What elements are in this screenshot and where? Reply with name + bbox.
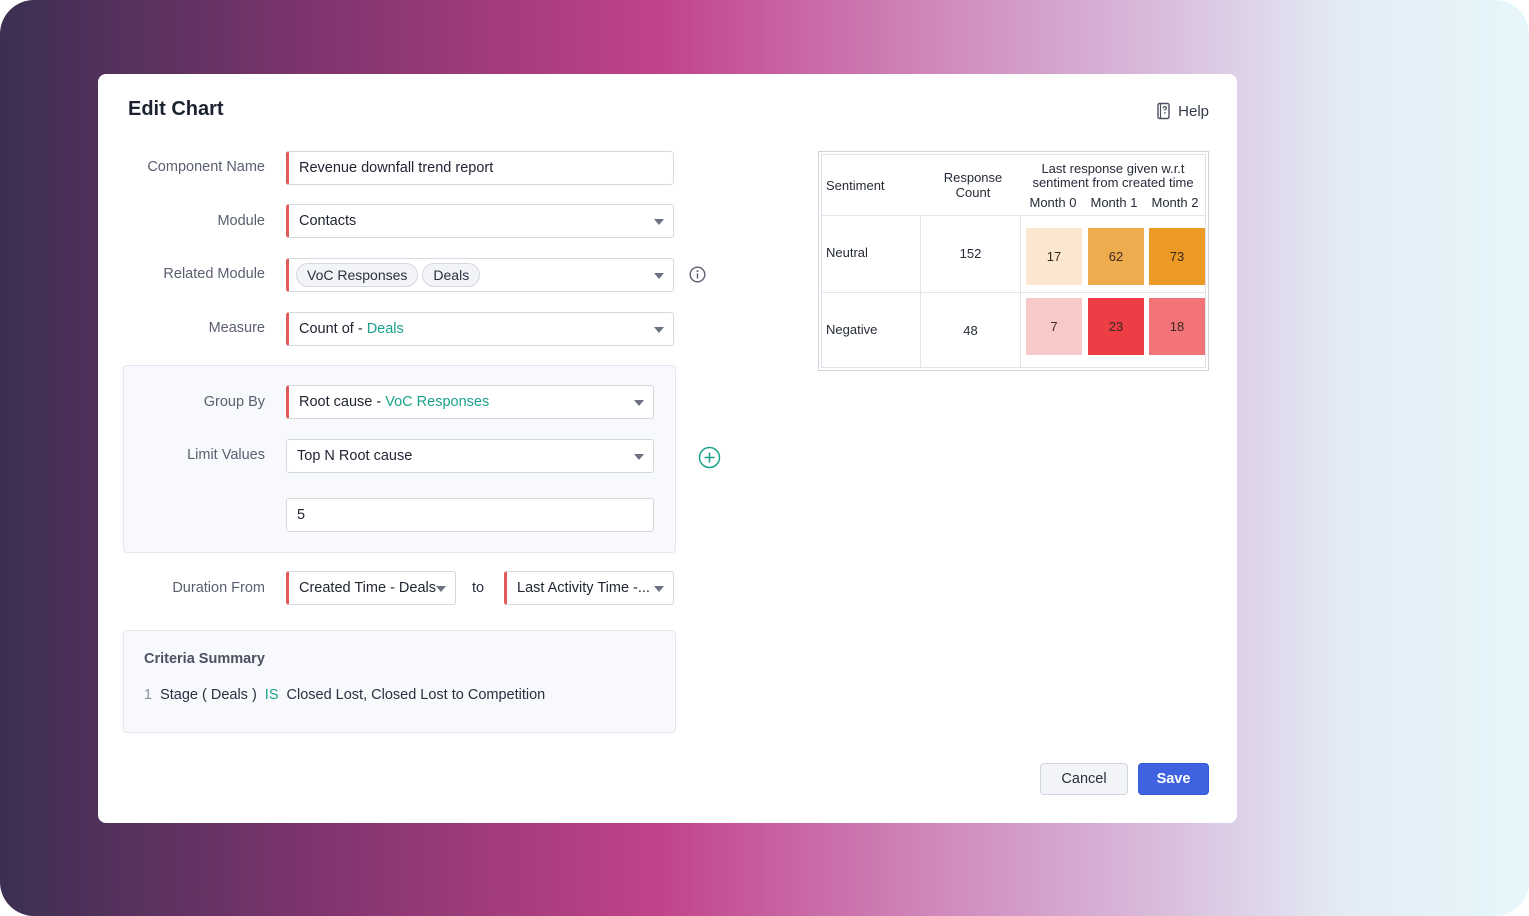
heatmap-cell: 73 bbox=[1149, 228, 1205, 285]
criteria-row: 1 Stage ( Deals ) IS Closed Lost, Closed… bbox=[144, 687, 545, 703]
component-name-input[interactable]: Revenue downfall trend report bbox=[286, 151, 674, 185]
component-name-label: Component Name bbox=[147, 159, 265, 175]
row-count: 48 bbox=[963, 323, 978, 338]
row-label: Negative bbox=[826, 322, 878, 337]
chevron-down-icon bbox=[436, 586, 446, 592]
related-module-chip[interactable]: VoC Responses bbox=[296, 263, 419, 287]
dialog-title: Edit Chart bbox=[128, 98, 224, 120]
measure-prefix: Count of - bbox=[299, 321, 367, 337]
cancel-button[interactable]: Cancel bbox=[1040, 763, 1128, 795]
row-label: Neutral bbox=[826, 245, 868, 260]
limit-values-select[interactable]: Top N Root cause bbox=[286, 439, 654, 473]
chevron-down-icon bbox=[654, 273, 664, 279]
group-by-value: VoC Responses bbox=[385, 394, 490, 410]
related-module-chip[interactable]: Deals bbox=[422, 263, 481, 287]
heatmap-cell: 18 bbox=[1149, 298, 1205, 355]
chevron-down-icon bbox=[654, 586, 664, 592]
info-icon[interactable] bbox=[689, 266, 706, 283]
chevron-down-icon bbox=[654, 327, 664, 333]
duration-to-value: Last Activity Time -... bbox=[517, 580, 650, 596]
duration-to-label: to bbox=[472, 580, 485, 596]
header-count-line2: Count bbox=[955, 185, 991, 200]
chart-preview: Sentiment Response Count Last response g… bbox=[818, 151, 1209, 371]
row-count: 152 bbox=[959, 246, 982, 261]
criteria-row-number: 1 bbox=[144, 687, 153, 703]
preview-table: Sentiment Response Count Last response g… bbox=[821, 154, 1206, 368]
header-divider bbox=[822, 215, 1205, 216]
group-by-label: Group By bbox=[203, 394, 265, 410]
duration-from-label: Duration From bbox=[172, 580, 265, 596]
chevron-down-icon bbox=[634, 454, 644, 460]
component-name-value: Revenue downfall trend report bbox=[299, 160, 494, 176]
header-count-line1: Response bbox=[943, 170, 1003, 185]
help-label: Help bbox=[1178, 102, 1209, 120]
limit-values-label: Limit Values bbox=[187, 447, 265, 463]
criteria-summary-title: Criteria Summary bbox=[144, 651, 265, 667]
measure-value: Deals bbox=[366, 321, 404, 337]
module-select[interactable]: Contacts bbox=[286, 204, 674, 238]
header-group-line1: Last response given w.r.t bbox=[1041, 161, 1185, 176]
column-label: Month 1 bbox=[1090, 195, 1138, 210]
column-label: Month 0 bbox=[1029, 195, 1077, 210]
group-by-select[interactable]: Root cause - VoC Responses bbox=[286, 385, 654, 419]
help-book-icon bbox=[1157, 102, 1170, 120]
column-label: Month 2 bbox=[1151, 195, 1199, 210]
column-divider bbox=[1020, 215, 1021, 367]
duration-from-value: Created Time - Deals bbox=[299, 580, 436, 596]
chevron-down-icon bbox=[654, 219, 664, 225]
duration-to-select[interactable]: Last Activity Time -... bbox=[504, 571, 674, 605]
column-divider bbox=[920, 215, 921, 367]
group-by-prefix: Root cause - bbox=[299, 394, 386, 410]
measure-select[interactable]: Count of - Deals bbox=[286, 312, 674, 346]
header-group-line2: sentiment from created time bbox=[1032, 175, 1194, 190]
save-button[interactable]: Save bbox=[1138, 763, 1209, 795]
limit-values-value: Top N Root cause bbox=[297, 448, 413, 464]
limit-count-value: 5 bbox=[297, 507, 306, 523]
measure-label: Measure bbox=[208, 320, 265, 336]
criteria-summary-panel: Criteria Summary 1 Stage ( Deals ) IS Cl… bbox=[123, 630, 676, 733]
heatmap-cell: 7 bbox=[1026, 298, 1082, 355]
header-sentiment: Sentiment bbox=[826, 178, 885, 193]
module-label: Module bbox=[217, 213, 265, 229]
related-module-label: Related Module bbox=[163, 266, 265, 282]
related-module-select[interactable]: VoC Responses Deals bbox=[286, 258, 674, 292]
criteria-row-field: Stage ( Deals ) bbox=[160, 687, 257, 703]
criteria-row-value: Closed Lost, Closed Lost to Competition bbox=[286, 687, 546, 703]
module-value: Contacts bbox=[299, 213, 357, 229]
duration-from-select[interactable]: Created Time - Deals bbox=[286, 571, 456, 605]
add-group-icon[interactable] bbox=[698, 446, 721, 469]
limit-count-input[interactable]: 5 bbox=[286, 498, 654, 532]
heatmap-cell: 17 bbox=[1026, 228, 1082, 285]
heatmap-cell: 23 bbox=[1088, 298, 1144, 355]
help-link[interactable]: Help bbox=[1156, 102, 1209, 120]
chevron-down-icon bbox=[634, 400, 644, 406]
criteria-row-operator: IS bbox=[264, 687, 279, 703]
row-divider bbox=[822, 292, 1205, 293]
heatmap-cell: 62 bbox=[1088, 228, 1144, 285]
edit-chart-dialog: Edit Chart Help Component Name Revenue d… bbox=[98, 74, 1237, 823]
